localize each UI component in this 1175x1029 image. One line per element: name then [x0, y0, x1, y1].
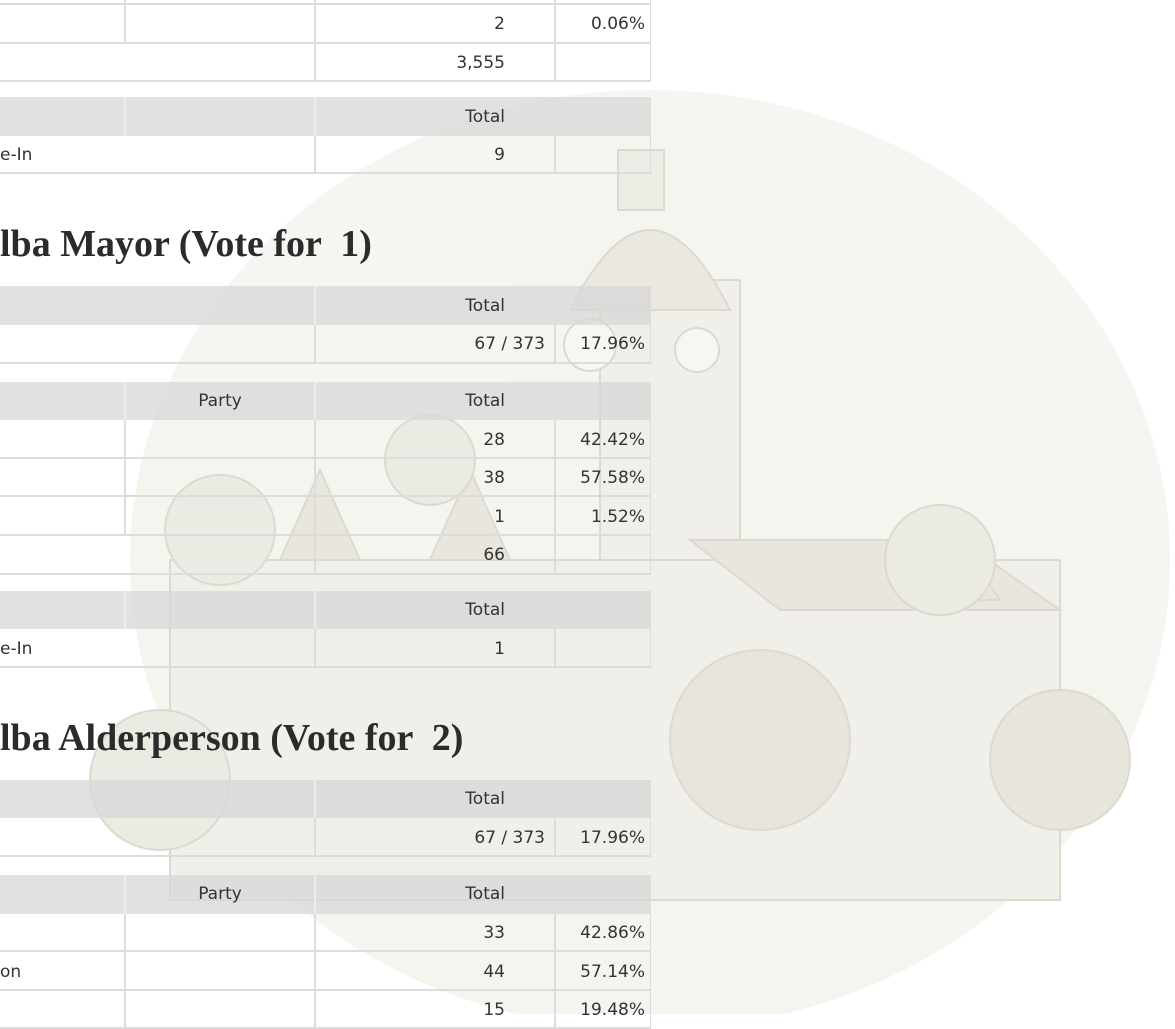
- results-content: 2 0.06% 3,555 Total e-In 9 lba Mayor (Vote for…: [0, 0, 1175, 1014]
- race-title: lba Alderperson (Vote for 2): [0, 716, 463, 760]
- vote-total: 33: [483, 923, 505, 943]
- header-label: Total: [465, 107, 505, 127]
- result-row: [0, 459, 651, 498]
- write-in-header: [0, 591, 651, 630]
- vote-percent: 57.58%: [580, 468, 645, 488]
- header-label: Party: [120, 884, 320, 904]
- result-row: [0, 952, 651, 991]
- write-in-name: e-In: [0, 145, 32, 165]
- header-label: Party: [120, 391, 320, 411]
- cell-divider: [554, 818, 556, 855]
- cell-divider: [314, 536, 316, 573]
- cell-divider: [314, 136, 316, 173]
- ballots-cast: 67 / 373: [474, 828, 545, 848]
- write-in-row: [0, 629, 651, 668]
- result-row: [0, 991, 651, 1029]
- cell-divider: [314, 591, 316, 630]
- cell-divider: [554, 0, 556, 3]
- cell-divider: [314, 459, 316, 496]
- cell-divider: [314, 420, 316, 457]
- cell-divider: [554, 991, 556, 1028]
- vote-percent: 42.42%: [580, 430, 645, 450]
- cell-divider: [554, 914, 556, 951]
- cell-divider: [314, 44, 316, 81]
- write-in-name: e-In: [0, 639, 32, 659]
- turnout-row: [0, 818, 651, 857]
- result-row: [0, 497, 651, 536]
- result-row: [0, 5, 651, 44]
- cell-divider: [314, 818, 316, 855]
- cell-divider: [554, 952, 556, 989]
- cell-divider: [554, 536, 556, 573]
- cell-divider: [554, 136, 556, 173]
- header-label: Total: [465, 789, 505, 809]
- vote-percent: 19.48%: [580, 1000, 645, 1020]
- cell-divider: [314, 5, 316, 42]
- vote-total: 2: [494, 14, 505, 34]
- result-row: [0, 914, 651, 953]
- turnout-percent: 17.96%: [580, 334, 645, 354]
- turnout-header: [0, 286, 651, 325]
- page: Election results {"top_race":{"rows":[{"…: [0, 0, 1175, 1014]
- header-label: Total: [465, 884, 505, 904]
- cell-divider: [554, 459, 556, 496]
- cell-divider: [314, 497, 316, 534]
- vote-total: 1: [494, 507, 505, 527]
- cell-divider: [124, 97, 126, 136]
- result-row: [0, 420, 651, 459]
- cell-divider: [314, 0, 316, 3]
- cell-divider: [124, 5, 126, 42]
- cell-divider: [314, 325, 316, 362]
- vote-percent: 57.14%: [580, 962, 645, 982]
- cell-divider: [124, 914, 126, 951]
- total-row: [0, 44, 651, 83]
- cell-divider: [124, 591, 126, 630]
- grand-total: 66: [483, 545, 505, 565]
- cell-divider: [124, 991, 126, 1028]
- vote-percent: 0.06%: [591, 14, 645, 34]
- cell-divider: [554, 5, 556, 42]
- cell-divider: [314, 914, 316, 951]
- cell-divider: [124, 497, 126, 534]
- cell-divider: [554, 420, 556, 457]
- cell-divider: [314, 780, 316, 819]
- turnout-header: [0, 780, 651, 819]
- header-label: Total: [465, 296, 505, 316]
- vote-total: 38: [483, 468, 505, 488]
- cell-divider: [554, 44, 556, 81]
- total-row: [0, 536, 651, 575]
- race-title: lba Mayor (Vote for 1): [0, 222, 372, 266]
- page-body: 2 0.06% 3,555 Total e-In 9 lba Mayor (Vote for…: [0, 0, 1175, 1014]
- vote-total: 44: [483, 962, 505, 982]
- turnout-percent: 17.96%: [580, 828, 645, 848]
- cell-divider: [554, 629, 556, 666]
- vote-total: 28: [483, 430, 505, 450]
- cell-divider: [314, 286, 316, 325]
- results-header: [0, 382, 651, 421]
- cell-divider: [554, 325, 556, 362]
- turnout-row: [0, 325, 651, 364]
- cell-divider: [314, 629, 316, 666]
- header-label: Total: [465, 600, 505, 620]
- cell-divider: [124, 420, 126, 457]
- cell-divider: [314, 952, 316, 989]
- header-label: Total: [465, 391, 505, 411]
- results-header: [0, 875, 651, 914]
- cell-divider: [124, 459, 126, 496]
- candidate-name: on: [0, 962, 21, 982]
- grand-total: 3,555: [456, 53, 505, 73]
- ballots-cast: 67 / 373: [474, 334, 545, 354]
- write-in-header: [0, 97, 651, 136]
- vote-percent: 42.86%: [580, 923, 645, 943]
- write-in-total: 9: [494, 145, 505, 165]
- cell-divider: [124, 0, 126, 3]
- vote-percent: 1.52%: [591, 507, 645, 527]
- vote-total: 15: [483, 1000, 505, 1020]
- cell-divider: [554, 497, 556, 534]
- cell-divider: [124, 952, 126, 989]
- write-in-row: [0, 136, 651, 175]
- cell-divider: [314, 97, 316, 136]
- cell-divider: [314, 991, 316, 1028]
- write-in-total: 1: [494, 639, 505, 659]
